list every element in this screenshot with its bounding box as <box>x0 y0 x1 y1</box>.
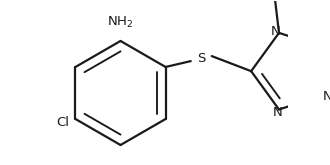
Text: N: N <box>271 25 280 38</box>
Text: N: N <box>322 90 330 103</box>
Text: NH$_2$: NH$_2$ <box>107 15 134 30</box>
Text: Cl: Cl <box>56 116 69 129</box>
Text: N: N <box>273 106 282 119</box>
Text: S: S <box>197 52 205 65</box>
